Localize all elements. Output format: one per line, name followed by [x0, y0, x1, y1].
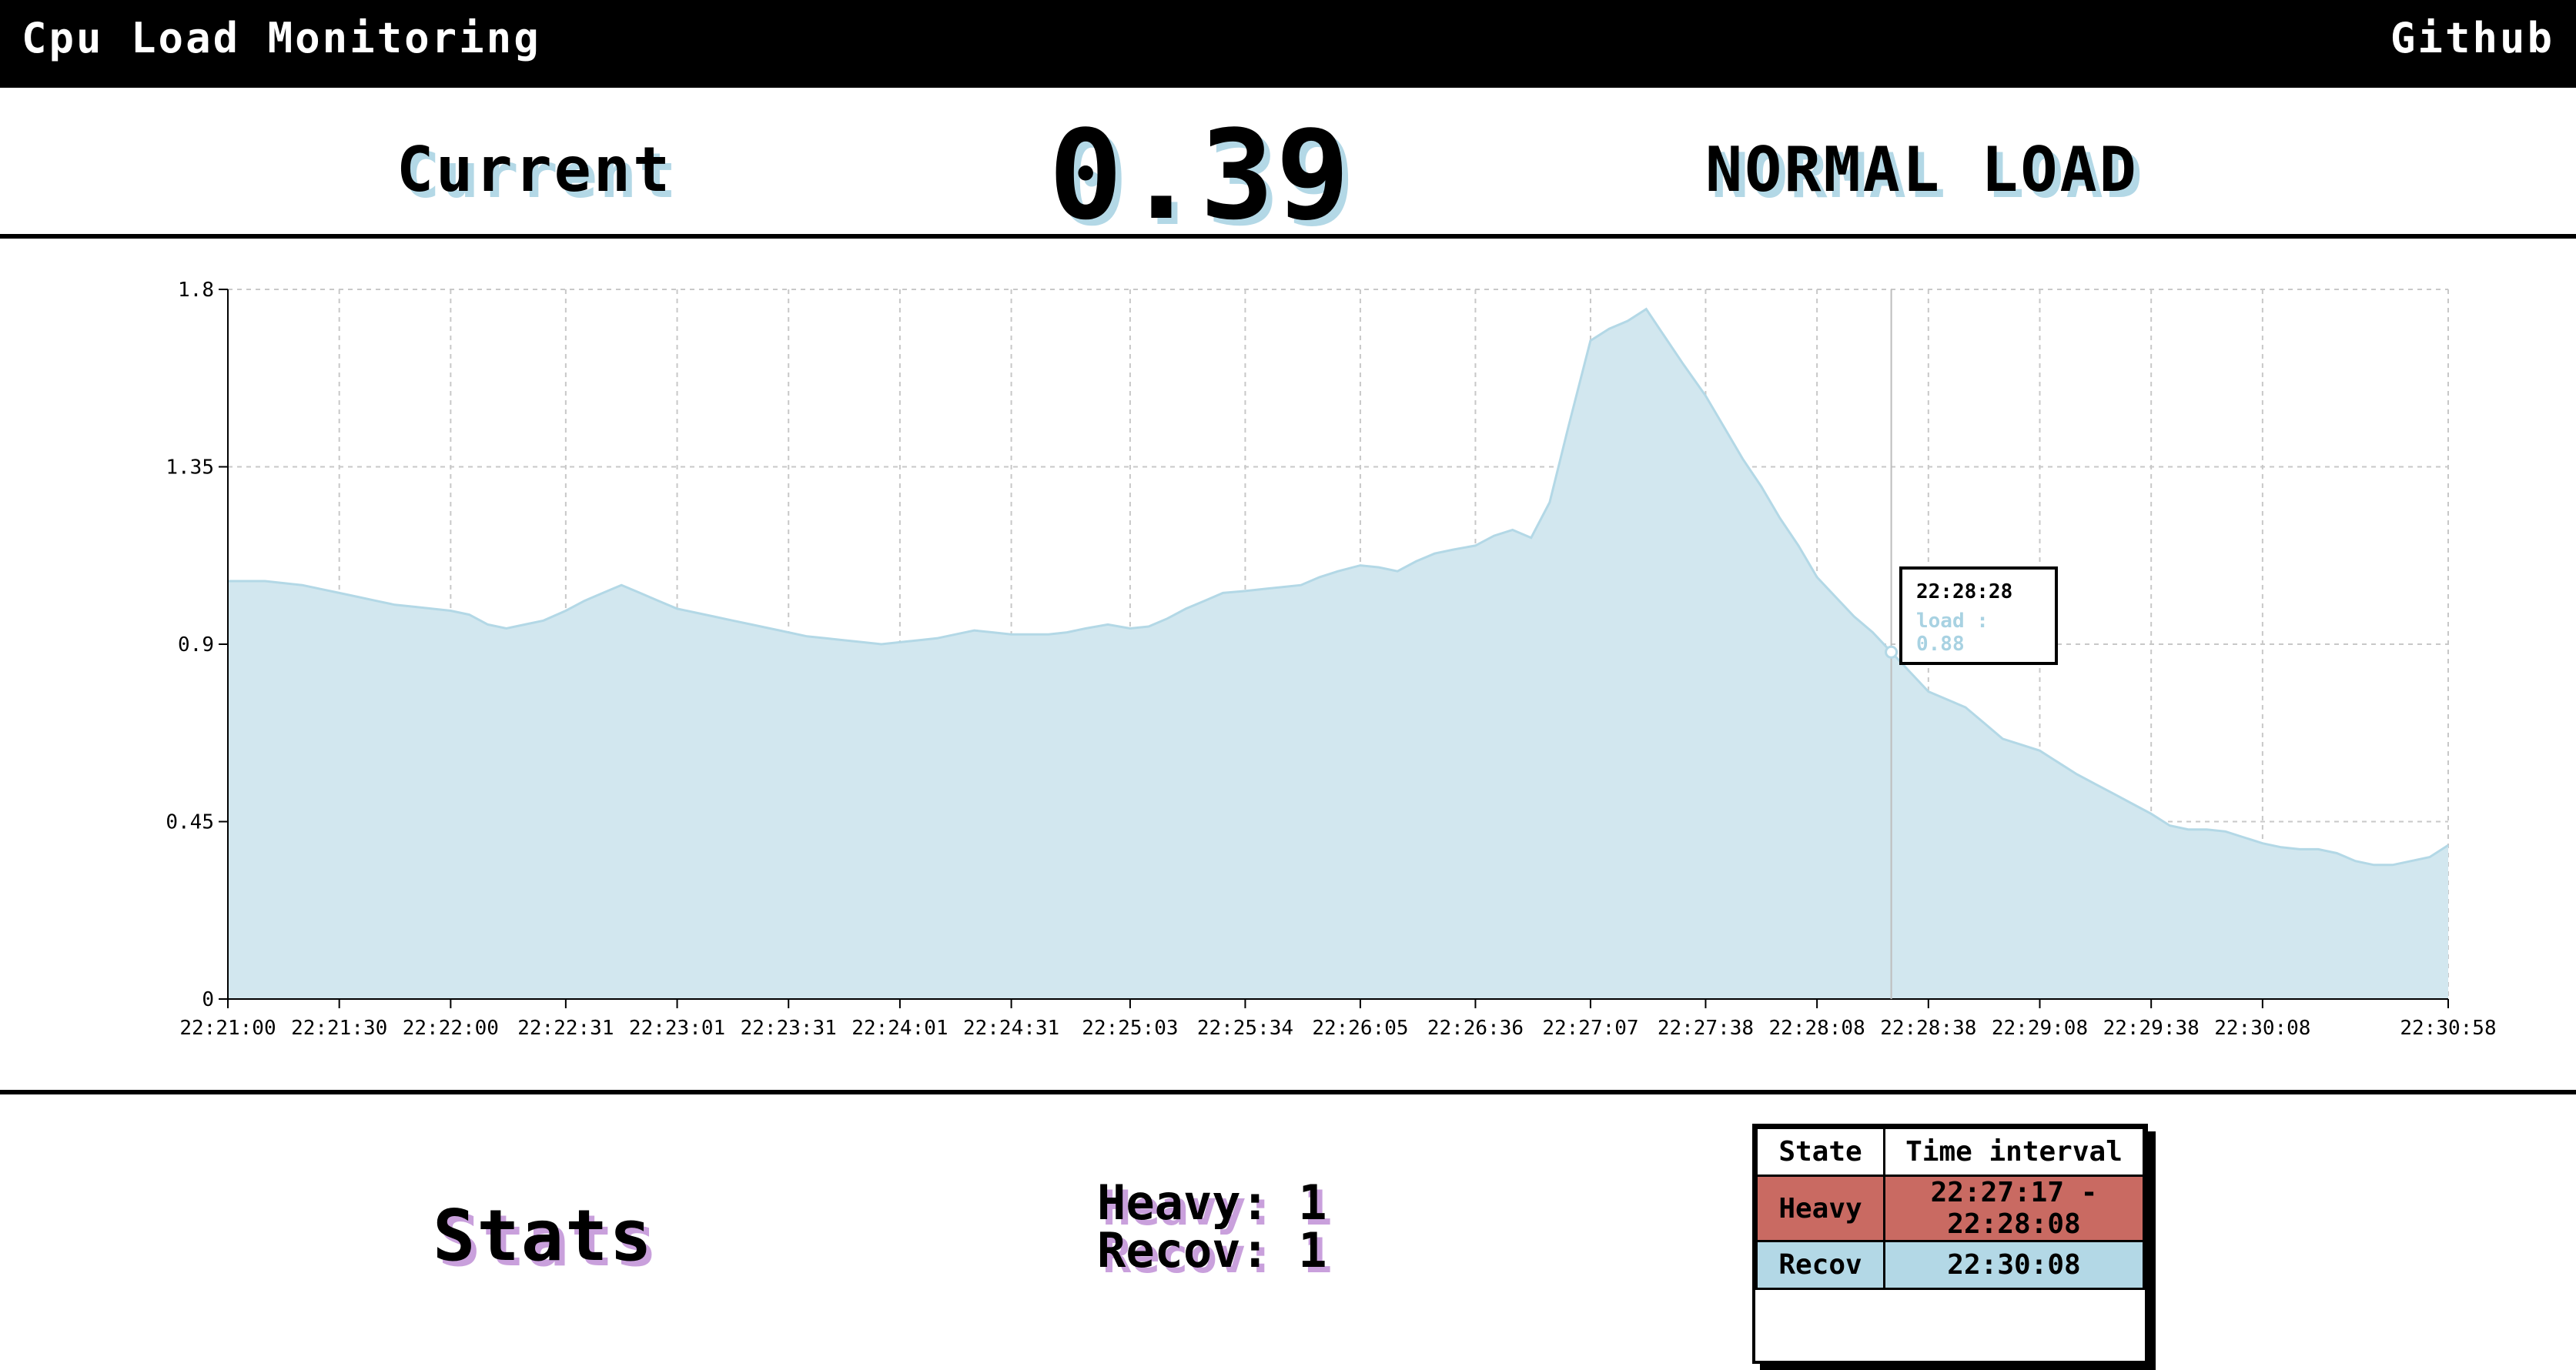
stats-title: Stats — [433, 1195, 654, 1277]
y-tick-label: 1.8 — [178, 279, 214, 302]
x-tick-label: 22:30:58 — [2400, 1017, 2496, 1040]
table-row: Heavy 22:27:17 - 22:28:08 — [1755, 1175, 2145, 1242]
x-tick-label: 22:22:31 — [517, 1017, 614, 1040]
x-tick-label: 22:27:38 — [1658, 1017, 1754, 1040]
load-chart: 0 0.45 0.9 1.35 1.8 22:21:00 22:21:30 22:22:00 2… — [0, 243, 2576, 1090]
x-tick-label: 22:30:08 — [2214, 1017, 2310, 1040]
y-tick-label: 0 — [202, 988, 214, 1011]
x-tick-label: 22:21:00 — [179, 1017, 276, 1040]
state-cell: Heavy — [1755, 1175, 1885, 1242]
x-tick-label: 22:24:31 — [963, 1017, 1059, 1040]
x-tick-label: 22:25:34 — [1197, 1017, 1293, 1040]
chart-tooltip: 22:28:28 load : 0.88 — [1899, 566, 2058, 665]
table-row: Recov 22:30:08 — [1755, 1240, 2145, 1290]
state-table: State Time interval Heavy 22:27:17 - 22:… — [1755, 1127, 2145, 1290]
x-tick-label: 22:21:30 — [291, 1017, 387, 1040]
stats-counts: Heavy: 1 Recov: 1 — [1097, 1179, 1327, 1275]
state-cell: Recov — [1755, 1240, 1885, 1290]
load-line — [228, 307, 2449, 867]
table-header-row: State Time interval — [1755, 1127, 2145, 1177]
state-table-container: State Time interval Heavy 22:27:17 - 22:… — [1752, 1124, 2148, 1364]
tooltip-time: 22:28:28 — [1916, 580, 2013, 603]
column-header-time-interval: Time interval — [1883, 1127, 2145, 1177]
current-panel: Current 0.39 NORMAL LOAD — [0, 88, 2576, 247]
tooltip-load: load : 0.88 — [1916, 610, 1989, 656]
hover-point — [1885, 645, 1899, 659]
load-status: NORMAL LOAD — [1705, 134, 2139, 206]
x-tick-label: 22:27:07 — [1542, 1017, 1638, 1040]
github-link[interactable]: Github — [2390, 14, 2554, 62]
interval-cell: 22:27:17 - 22:28:08 — [1883, 1175, 2145, 1242]
current-value: 0.39 — [1049, 103, 1352, 247]
x-tick-label: 22:25:03 — [1082, 1017, 1178, 1040]
x-tick-label: 22:26:05 — [1312, 1017, 1408, 1040]
load-chart-svg: 0 0.45 0.9 1.35 1.8 22:21:00 22:21:30 22:22:00 2… — [166, 279, 2496, 1040]
x-tick-label: 22:29:08 — [1992, 1017, 2088, 1040]
x-tick-label: 22:23:31 — [741, 1017, 837, 1040]
heavy-count: Heavy: 1 — [1097, 1175, 1327, 1231]
interval-cell: 22:30:08 — [1883, 1240, 2145, 1290]
x-tick-label: 22:22:00 — [403, 1017, 499, 1040]
x-tick-label: 22:29:38 — [2103, 1017, 2200, 1040]
recov-count: Recov: 1 — [1097, 1222, 1327, 1278]
x-tick-label: 22:23:01 — [629, 1017, 725, 1040]
current-label: Current — [396, 134, 673, 206]
x-tick-label: 22:28:08 — [1769, 1017, 1865, 1040]
x-tick-label: 22:28:38 — [1880, 1017, 1976, 1040]
y-tick-label: 0.9 — [178, 633, 214, 657]
y-tick-label: 1.35 — [166, 456, 214, 480]
x-tick-label: 22:26:36 — [1427, 1017, 1524, 1040]
y-tick-label: 0.45 — [166, 811, 214, 834]
load-area — [228, 309, 2448, 1000]
top-bar: Cpu Load Monitoring Github — [0, 0, 2576, 88]
x-tick-label: 22:24:01 — [851, 1017, 948, 1040]
column-header-state: State — [1755, 1127, 1885, 1177]
app-title: Cpu Load Monitoring — [22, 14, 541, 62]
stats-panel: Stats Heavy: 1 Recov: 1 State Time inter… — [0, 1090, 2576, 1370]
